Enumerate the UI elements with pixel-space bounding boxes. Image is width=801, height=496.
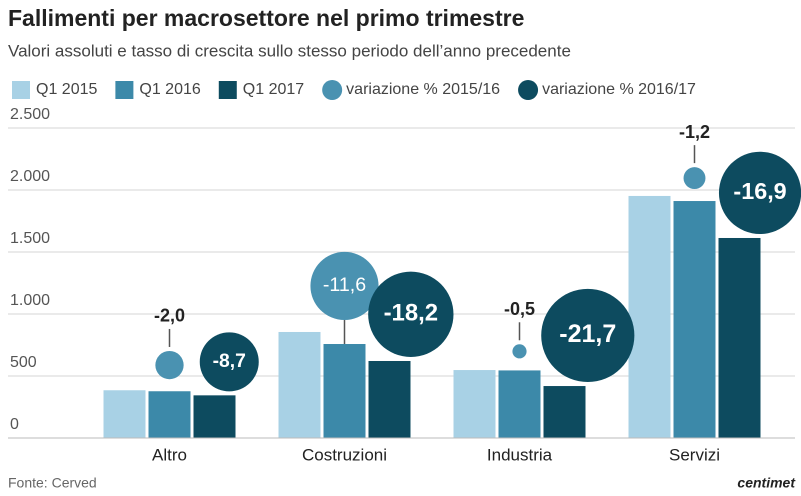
- bubble: [199, 332, 259, 392]
- bar: [718, 237, 761, 438]
- bubble-label: -11,6: [323, 274, 366, 296]
- x-tick-label: Servizi: [669, 445, 720, 464]
- legend-label: Q1 2016: [139, 81, 200, 98]
- y-tick-label: 1.000: [10, 292, 50, 309]
- bar: [453, 370, 496, 438]
- legend-swatch: [518, 80, 539, 100]
- source: Fonte: Cerved: [8, 475, 97, 491]
- legend-label: variazione % 2015/16: [346, 81, 500, 98]
- bubble-label: -1,2: [679, 122, 710, 142]
- bar: [148, 391, 191, 438]
- bubble-label: -0,5: [504, 299, 535, 319]
- bar: [323, 344, 366, 438]
- bubble-label: -18,2: [384, 300, 439, 327]
- bubble-label: -21,7: [559, 320, 616, 348]
- bubble: [541, 288, 635, 383]
- chart-title: Fallimenti per macrosettore nel primo tr…: [8, 5, 524, 31]
- legend-label: Q1 2015: [36, 81, 97, 98]
- bubble: [155, 350, 184, 380]
- legend-swatch: [322, 80, 343, 100]
- bubble-label: -2,0: [154, 306, 185, 326]
- x-tick-label: Costruzioni: [302, 445, 387, 464]
- y-tick-label: 2.500: [10, 106, 50, 123]
- y-tick-label: 1.500: [10, 230, 50, 247]
- legend-swatch: [218, 81, 237, 99]
- bar: [543, 386, 586, 438]
- x-tick-label: Altro: [152, 445, 187, 464]
- bubble-label: -16,9: [733, 178, 786, 204]
- bar: [103, 390, 146, 438]
- bubble-label: -8,7: [213, 351, 246, 372]
- x-tick-label: Industria: [487, 445, 553, 464]
- bubble: [683, 167, 706, 190]
- legend-label: variazione % 2016/17: [542, 81, 696, 98]
- legend-swatch: [12, 81, 30, 99]
- chart-subtitle: Valori assoluti e tasso di crescita sull…: [8, 41, 571, 60]
- bar: [278, 331, 321, 438]
- bar: [368, 360, 411, 438]
- bar: [193, 395, 236, 438]
- y-tick-label: 500: [10, 354, 37, 371]
- y-tick-label: 2.000: [10, 168, 50, 185]
- bubble: [368, 271, 454, 357]
- bubble: [310, 251, 379, 321]
- bubble: [512, 344, 527, 359]
- bar: [498, 370, 541, 438]
- bubble: [718, 151, 801, 234]
- legend-swatch: [115, 81, 134, 99]
- bar: [673, 201, 716, 438]
- legend-label: Q1 2017: [243, 81, 304, 98]
- y-tick-label: 0: [10, 416, 19, 433]
- bar: [628, 195, 671, 438]
- brand: centimet: [737, 475, 796, 491]
